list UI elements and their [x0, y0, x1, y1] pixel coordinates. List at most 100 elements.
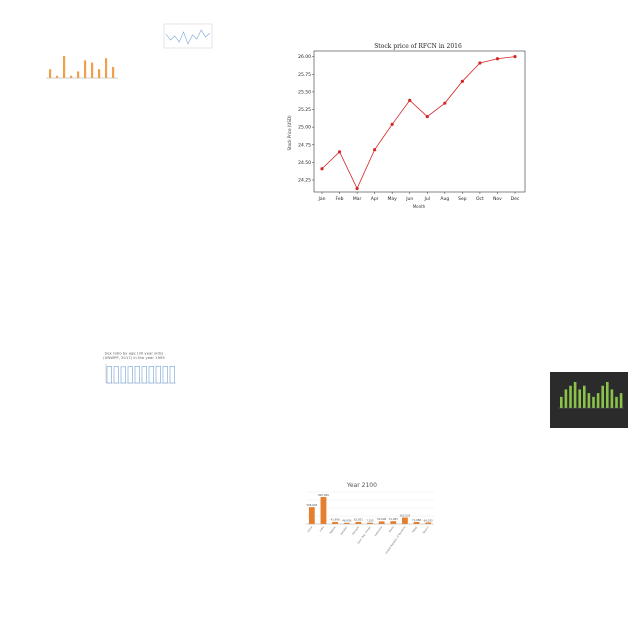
green-bar — [587, 393, 591, 408]
small-line-series — [165, 29, 211, 45]
sex-ratio-bar — [113, 366, 119, 384]
green-bar — [560, 396, 563, 408]
year-2100-category-label: Mexico — [422, 525, 430, 534]
year-2100-title: Year 2100 — [346, 482, 377, 489]
year-2100-value-label: 71,988 — [412, 518, 421, 522]
green-bar — [619, 393, 623, 408]
stock-y-tick-label: 24.75 — [298, 142, 311, 148]
stock-y-tick-label: 24.25 — [298, 178, 311, 184]
year-2100-bar — [413, 521, 420, 524]
small-line-chart — [152, 16, 216, 56]
stock-y-tick-label: 25.00 — [298, 125, 311, 131]
sex-ratio-bar — [141, 366, 147, 384]
stock-data-point — [373, 148, 377, 152]
stock-x-tick-label: Oct — [476, 196, 484, 202]
stock-x-tick-label: Sep — [458, 196, 467, 202]
year-2100-category-label: China — [307, 525, 314, 533]
sex-ratio-bar — [155, 365, 161, 384]
stock-data-point — [390, 122, 394, 126]
small-line-frame — [163, 23, 213, 49]
year-2100-category-label: Pakistan — [340, 525, 348, 535]
green-bar — [610, 389, 614, 408]
year-2100-value-label: 46,056 — [342, 519, 351, 523]
year-2100-category-label: United Republic of Tanzania — [385, 525, 407, 554]
orange-bar — [105, 58, 108, 78]
stock-data-point — [320, 167, 324, 171]
stock-data-point — [443, 101, 447, 105]
stock-x-tick-label: May — [388, 196, 398, 202]
year-2100-category-label: Indonesia — [374, 525, 383, 537]
stock-data-point — [460, 79, 464, 83]
sex-ratio-bar — [106, 366, 112, 384]
orange-bar — [98, 69, 101, 78]
year-2100-bar — [378, 521, 385, 524]
sex-ratio-bar — [148, 366, 154, 384]
year-2100-category-label: Egypt — [412, 526, 418, 533]
year-2100-bar — [320, 497, 327, 524]
year-2100-category-label: Brazil — [388, 526, 394, 533]
year-2100-bar — [343, 522, 350, 524]
orange-bar — [70, 75, 73, 78]
stock-x-tick-label: Nov — [493, 196, 502, 202]
year-2100-value-label: 41,990 — [331, 518, 340, 522]
year-2100-bar — [390, 521, 397, 524]
sex-ratio-bar — [120, 366, 126, 384]
green-bar — [564, 389, 568, 408]
stock-chart-ylabel: Stock Price (USD) — [287, 115, 292, 150]
green-bar — [573, 382, 577, 408]
stock-y-tick-label: 24.50 — [298, 160, 311, 166]
stock-x-tick-label: Jan — [318, 196, 326, 202]
year-2100-bar — [308, 507, 315, 524]
orange-bar — [63, 56, 66, 78]
orange-bar — [84, 60, 87, 78]
stock-chart-xlabel: Month — [413, 204, 426, 209]
stock-data-point — [355, 186, 359, 191]
stock-y-tick-label: 25.75 — [298, 72, 311, 78]
sex-ratio-bar — [134, 366, 140, 384]
green-bar — [578, 389, 581, 408]
sex-ratio-chart: Sex ratio by age (30 year olds) (UNWPP, … — [94, 350, 186, 406]
orange-bar — [112, 67, 115, 78]
small-orange-bar-chart — [32, 44, 122, 84]
sex-ratio-bar — [162, 366, 168, 384]
stock-y-tick-label: 25.25 — [298, 107, 311, 113]
year-2100-chart-svg: Year 2100 568,648 China 893,999 India 41,990… — [306, 482, 434, 555]
stock-data-point — [425, 114, 429, 119]
year-2100-category-label: India — [319, 525, 325, 532]
stock-x-tick-label: Dec — [511, 196, 520, 202]
year-2100-category-label: Nigeria — [329, 525, 337, 534]
year-2100-value-label: 7,555 — [366, 519, 374, 523]
stock-price-chart-svg: Stock price of RFCN in 2016 Month Stock … — [287, 43, 526, 209]
small-orange-bar-chart-svg — [46, 56, 118, 79]
year-2100-bar — [355, 521, 362, 524]
sex-ratio-subtitle: (UNWPP, 2017) in the year 1995 — [103, 355, 165, 360]
stock-chart-title: Stock price of RFCN in 2016 — [374, 43, 462, 50]
stock-data-point — [513, 55, 517, 59]
dark-green-bar-chart — [550, 372, 628, 428]
year-2100-value-label: 568,648 — [306, 503, 317, 507]
orange-bar — [56, 75, 59, 78]
stock-price-chart: Stock price of RFCN in 2016 Month Stock … — [280, 38, 530, 212]
year-2100-chart: Year 2100 568,648 China 893,999 India 41,990… — [286, 478, 438, 562]
year-2100-bar — [402, 517, 408, 524]
green-bar — [606, 382, 609, 408]
sex-ratio-bar — [127, 366, 133, 384]
stock-x-tick-label: Jun — [405, 196, 413, 202]
green-bar — [569, 385, 572, 408]
dark-green-bar-chart-svg — [550, 372, 628, 428]
stock-data-point — [337, 150, 342, 154]
year-2100-bar — [332, 521, 338, 524]
year-2100-value-label: 31,983 — [389, 517, 398, 521]
stock-x-tick-label: Apr — [371, 196, 379, 202]
sex-ratio-title: Sex ratio by age (30 year olds) — [105, 351, 164, 356]
sex-ratio-bar — [169, 366, 175, 384]
year-2100-category-label: Ethiopia — [352, 525, 360, 535]
orange-bar — [91, 62, 94, 78]
small-line-chart-svg — [163, 23, 213, 49]
year-2100-value-label: 52,608 — [377, 517, 386, 521]
year-2100-value-label: 64,025 — [424, 518, 433, 522]
stock-x-tick-label: Aug — [440, 196, 449, 202]
stock-price-line — [321, 56, 516, 190]
stock-x-tick-label: Feb — [336, 196, 344, 202]
orange-bar — [49, 69, 52, 78]
